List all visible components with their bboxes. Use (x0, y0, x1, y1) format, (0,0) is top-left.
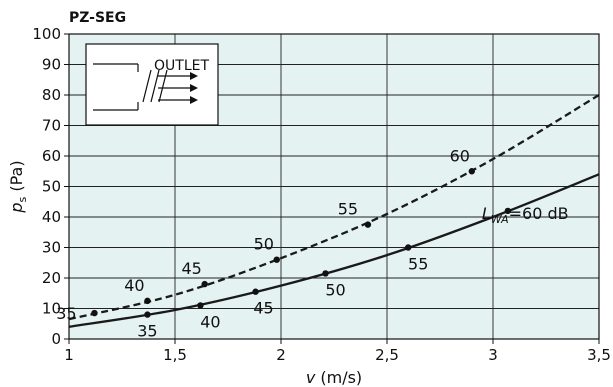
data-label: 60 (450, 146, 470, 165)
y-tick-label: 0 (51, 330, 61, 348)
x-tick-label: 1,5 (163, 346, 187, 364)
x-tick-label: 1 (64, 346, 74, 364)
flow-arrow-head (190, 84, 198, 92)
y-tick-label: 30 (42, 239, 61, 257)
y-tick-label: 50 (42, 178, 61, 196)
series-curves (68, 94, 600, 328)
data-point (144, 311, 151, 318)
y-axis-var: p (7, 202, 26, 213)
data-point (273, 256, 280, 263)
y-tick-label: 100 (32, 25, 61, 43)
data-label: 55 (408, 255, 428, 274)
inset-legend: OUTLET (85, 43, 219, 126)
data-point (197, 302, 204, 309)
duct-outlet-arrows-icon (93, 63, 198, 111)
x-tick-label: 2 (276, 346, 286, 364)
data-point (405, 244, 412, 251)
data-label: 50 (325, 280, 345, 299)
x-axis-label: v (m/s) (306, 368, 362, 387)
data-labels: 35 40 45 50 55 35 40 45 50 55 60 (56, 146, 470, 340)
y-tick-label: 60 (42, 147, 61, 165)
end-label-sub: WA (491, 213, 509, 226)
data-points (91, 168, 512, 318)
solid-curve (68, 173, 600, 328)
inset-box (85, 43, 219, 126)
y-tick-label: 90 (42, 56, 61, 74)
inset-outlet-label: OUTLET (154, 58, 209, 74)
data-label: 35 (137, 322, 157, 341)
dashed-curve (68, 94, 600, 321)
flow-arrow-head (190, 96, 198, 104)
series-end-label: LWA=60 dB (482, 204, 569, 226)
data-point (504, 207, 512, 215)
data-label: 40 (200, 312, 220, 331)
grille-bar (158, 69, 168, 103)
data-point (468, 168, 475, 175)
x-axis-ticks: 1 1,5 2 2,5 3 3,5 (64, 339, 611, 364)
data-point (364, 221, 372, 228)
y-tick-label: 80 (42, 86, 61, 104)
grille-bar (142, 69, 152, 103)
data-point (322, 270, 329, 277)
data-label: 50 (254, 235, 274, 254)
data-point (201, 280, 208, 288)
y-tick-label: 10 (42, 300, 61, 318)
end-label-tail: =60 dB (509, 204, 569, 223)
data-label: 55 (338, 200, 358, 219)
data-label: 40 (124, 276, 144, 295)
grille-bar (150, 69, 160, 103)
data-point (144, 297, 151, 305)
y-tick-label: 20 (42, 269, 61, 287)
y-tick-label: 40 (42, 208, 61, 226)
end-label-main: L (482, 204, 491, 223)
x-axis-unit: (m/s) (315, 368, 362, 387)
x-tick-label: 3,5 (587, 346, 611, 364)
x-tick-label: 3 (488, 346, 498, 364)
y-axis-label: ps (Pa) (7, 160, 29, 213)
x-tick-label: 2,5 (375, 346, 399, 364)
y-axis-unit: (Pa) (7, 160, 26, 196)
y-axis-sub: s (16, 196, 29, 202)
chart-title: PZ-SEG (69, 10, 126, 26)
data-label: 45 (182, 259, 202, 278)
y-axis-ticks: 0 10 20 30 40 50 60 70 80 90 100 (32, 25, 69, 348)
data-point (91, 309, 98, 317)
flow-arrow-head (190, 72, 198, 80)
data-label: 35 (56, 304, 76, 323)
y-tick-label: 70 (42, 117, 61, 135)
x-axis-var: v (306, 368, 316, 387)
data-point (252, 288, 259, 295)
data-label: 45 (253, 299, 273, 318)
